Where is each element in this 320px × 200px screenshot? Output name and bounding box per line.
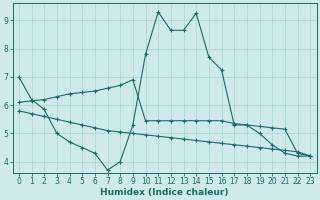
X-axis label: Humidex (Indice chaleur): Humidex (Indice chaleur) — [100, 188, 229, 197]
